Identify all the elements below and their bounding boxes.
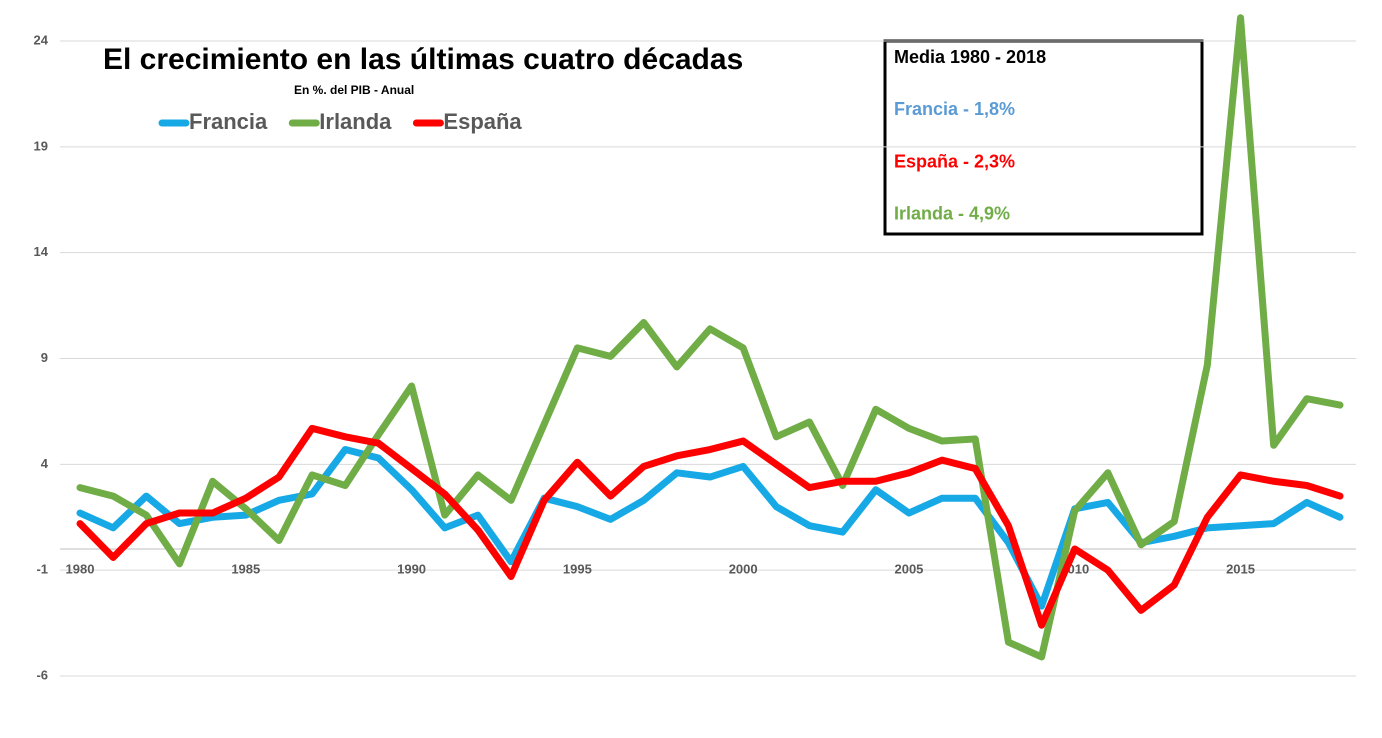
legend-label: Irlanda	[319, 109, 392, 134]
series-line	[76, 14, 1344, 661]
x-tick-label: 1990	[397, 561, 426, 576]
y-tick-label: 4	[41, 456, 49, 471]
chart-title: El crecimiento en las últimas cuatro déc…	[103, 43, 743, 76]
x-tick-label: 2015	[1226, 561, 1255, 576]
annotation-text: Media 1980 - 2018	[894, 47, 1046, 67]
y-tick-label: -1	[36, 562, 48, 577]
y-tick-label: 19	[34, 138, 48, 153]
series-line	[76, 424, 1344, 629]
y-tick-label: 24	[34, 32, 49, 47]
series-line	[76, 446, 1344, 610]
annotation-text: Irlanda - 4,9%	[894, 204, 1010, 224]
annotation-text: España - 2,3%	[894, 151, 1015, 171]
annotation-text: Francia - 1,8%	[894, 99, 1015, 119]
x-tick-label: 2000	[729, 561, 758, 576]
legend-label: Francia	[189, 109, 268, 134]
legend-label: España	[443, 109, 522, 134]
y-tick-label: -6	[36, 667, 48, 682]
y-tick-label: 9	[41, 350, 48, 365]
y-tick-label: 14	[34, 244, 49, 259]
x-tick-label: 1995	[563, 561, 592, 576]
annotation-box	[883, 39, 1204, 236]
chart-subtitle: En %. del PIB - Anual	[294, 83, 414, 97]
x-tick-label: 1980	[66, 561, 95, 576]
x-tick-label: 2005	[894, 561, 923, 576]
x-tick-label: 1985	[231, 561, 260, 576]
